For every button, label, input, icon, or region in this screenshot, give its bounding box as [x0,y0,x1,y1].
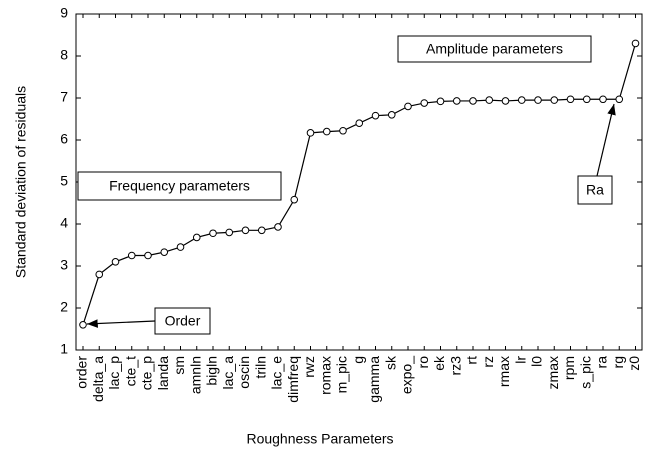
x-tick-label: sk [382,355,398,370]
data-point [290,195,299,204]
x-tick-label: bigln [204,356,220,386]
x-tick-label: gamma [366,356,382,403]
x-tick-label: cte_t [122,356,138,386]
x-tick-label: rz [480,356,496,368]
annotation-box [577,175,613,205]
y-tick-label: 4 [60,215,68,231]
annotation: Frequency parameters [109,178,250,194]
x-tick-label: lr [512,356,528,364]
x-tick-label: oscin [236,356,252,389]
x-tick-label: romax [317,356,333,395]
x-tick-label: lac_e [269,356,285,390]
data-point [127,251,136,260]
annotation-box [77,171,282,201]
annotation-box [154,307,211,335]
data-point [111,258,120,266]
annotation: Order [165,313,201,329]
data-point [95,270,104,279]
data-point [192,233,201,242]
x-tick-label: zmax [545,356,561,389]
x-tick-label: rg [610,356,626,368]
data-point [257,226,266,235]
data-point [566,95,575,104]
data-point [176,243,185,251]
data-point [631,39,640,48]
data-point [550,96,559,104]
annotation: Ra [586,182,604,198]
x-tick-label: g [350,356,366,364]
x-tick-label: expo_ [399,356,415,394]
data-point [209,229,217,238]
data-point [534,96,542,104]
data-point [322,127,331,136]
data-point [339,126,347,135]
data-point [485,96,494,104]
data-point [241,226,250,235]
data-point [144,251,152,260]
x-tick-label: triln [252,356,268,379]
x-tick-label: rt [464,356,480,365]
x-tick-label: lac_p [106,356,122,390]
annotation-box [397,35,592,63]
data-point [452,97,461,105]
x-tick-label: m_pic [334,356,350,393]
x-tick-label: landa [155,356,171,390]
y-tick-label: 2 [60,299,68,315]
data-point [582,95,591,104]
y-tick-label: 7 [60,89,68,105]
y-tick-label: 8 [60,47,68,63]
x-tick-label: s_pic [577,356,593,389]
x-tick-label: delta_a [90,356,106,402]
data-point [306,129,315,137]
data-point [355,119,364,127]
x-axis-label: Roughness Parameters [246,431,393,447]
data-point [404,102,412,111]
x-tick-label: ek [431,355,447,371]
x-tick-label: lac_a [220,356,236,390]
y-tick-label: 6 [60,131,68,147]
data-point [420,99,429,107]
x-tick-label: rmax [496,356,512,387]
data-point [517,96,526,104]
data-point [274,223,282,231]
data-point [387,111,396,119]
data-point [225,228,234,237]
data-point [501,97,510,105]
y-axis-label: Standard deviation of residuals [13,86,29,278]
y-tick-label: 3 [60,257,68,273]
x-tick-label: z0 [626,356,642,371]
annotation: Amplitude parameters [426,41,563,57]
y-tick-label: 1 [60,341,68,357]
data-point [436,97,445,106]
x-tick-label: l0 [529,356,545,367]
x-tick-label: dimfreq [285,356,301,403]
arrow [596,103,616,177]
data-point [160,248,169,256]
x-tick-label: order [74,356,90,389]
x-tick-label: ro [415,356,431,369]
data-point [599,95,607,104]
data-point [469,97,477,105]
arrow [86,319,156,328]
x-tick-label: cte_p [139,356,155,390]
y-tick-label: 9 [60,5,68,21]
x-tick-label: amnln [187,356,203,394]
data-point [79,321,87,329]
x-tick-label: rpm [561,356,577,380]
x-tick-label: ra [594,356,610,369]
x-tick-label: sm [171,356,187,375]
x-tick-label: rz3 [447,356,463,376]
y-tick-label: 5 [60,173,68,189]
x-tick-label: rwz [301,356,317,378]
data-point [615,95,624,104]
data-point [371,111,380,120]
